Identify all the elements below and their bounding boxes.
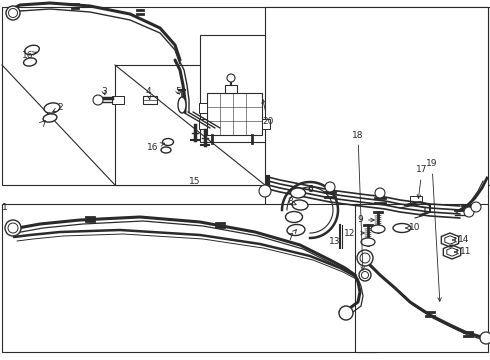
Ellipse shape bbox=[178, 97, 186, 113]
Text: 18: 18 bbox=[352, 130, 365, 270]
Text: 2: 2 bbox=[53, 104, 63, 112]
Circle shape bbox=[6, 6, 20, 20]
Circle shape bbox=[360, 253, 370, 263]
Circle shape bbox=[8, 9, 18, 18]
Text: 20: 20 bbox=[262, 100, 274, 126]
Text: 19: 19 bbox=[426, 159, 441, 301]
Ellipse shape bbox=[287, 225, 305, 235]
Ellipse shape bbox=[161, 147, 171, 153]
Ellipse shape bbox=[163, 139, 173, 145]
Text: 13: 13 bbox=[329, 238, 341, 247]
Circle shape bbox=[375, 188, 385, 198]
Circle shape bbox=[480, 332, 490, 344]
Ellipse shape bbox=[24, 45, 39, 55]
Bar bbox=[262, 119, 270, 129]
Bar bbox=[2, 7, 490, 185]
Circle shape bbox=[357, 250, 373, 266]
Text: 1: 1 bbox=[2, 202, 8, 211]
Text: 14: 14 bbox=[453, 235, 470, 244]
Circle shape bbox=[93, 95, 103, 105]
Ellipse shape bbox=[361, 238, 375, 246]
Bar bbox=[265, 7, 488, 255]
Bar bbox=[143, 96, 157, 104]
Bar bbox=[2, 204, 377, 352]
Bar bbox=[225, 85, 237, 93]
Bar bbox=[355, 204, 488, 352]
Circle shape bbox=[359, 269, 371, 281]
Circle shape bbox=[325, 182, 335, 192]
Text: 7: 7 bbox=[287, 230, 296, 242]
Ellipse shape bbox=[43, 114, 57, 122]
Circle shape bbox=[5, 220, 21, 236]
Text: 4: 4 bbox=[145, 87, 151, 99]
Bar bbox=[199, 103, 207, 113]
Circle shape bbox=[471, 202, 481, 212]
Circle shape bbox=[362, 271, 368, 279]
Ellipse shape bbox=[24, 58, 36, 66]
Text: 16: 16 bbox=[22, 50, 37, 59]
Circle shape bbox=[259, 185, 271, 197]
Text: 10: 10 bbox=[406, 224, 421, 233]
Ellipse shape bbox=[393, 224, 411, 233]
Text: 15: 15 bbox=[189, 177, 201, 186]
Bar bbox=[200, 35, 318, 142]
Text: 17: 17 bbox=[416, 166, 428, 198]
Circle shape bbox=[464, 207, 474, 217]
Text: 6: 6 bbox=[307, 185, 313, 194]
Ellipse shape bbox=[286, 211, 302, 222]
Ellipse shape bbox=[292, 200, 308, 210]
Circle shape bbox=[227, 74, 235, 82]
Bar bbox=[207, 93, 262, 135]
Ellipse shape bbox=[44, 103, 60, 113]
Text: 8: 8 bbox=[287, 198, 296, 207]
Circle shape bbox=[339, 306, 353, 320]
Bar bbox=[115, 65, 275, 185]
Bar bbox=[199, 119, 207, 129]
Circle shape bbox=[8, 223, 18, 233]
Text: 9: 9 bbox=[357, 216, 374, 225]
Text: 5: 5 bbox=[175, 87, 181, 96]
Text: 16: 16 bbox=[147, 143, 164, 152]
Text: 3: 3 bbox=[101, 87, 107, 96]
Bar bbox=[410, 196, 422, 204]
Text: 12: 12 bbox=[344, 229, 364, 238]
Ellipse shape bbox=[371, 225, 385, 233]
Text: 6: 6 bbox=[307, 185, 313, 194]
Text: 11: 11 bbox=[455, 248, 472, 256]
Ellipse shape bbox=[291, 188, 305, 198]
Bar bbox=[112, 96, 124, 104]
